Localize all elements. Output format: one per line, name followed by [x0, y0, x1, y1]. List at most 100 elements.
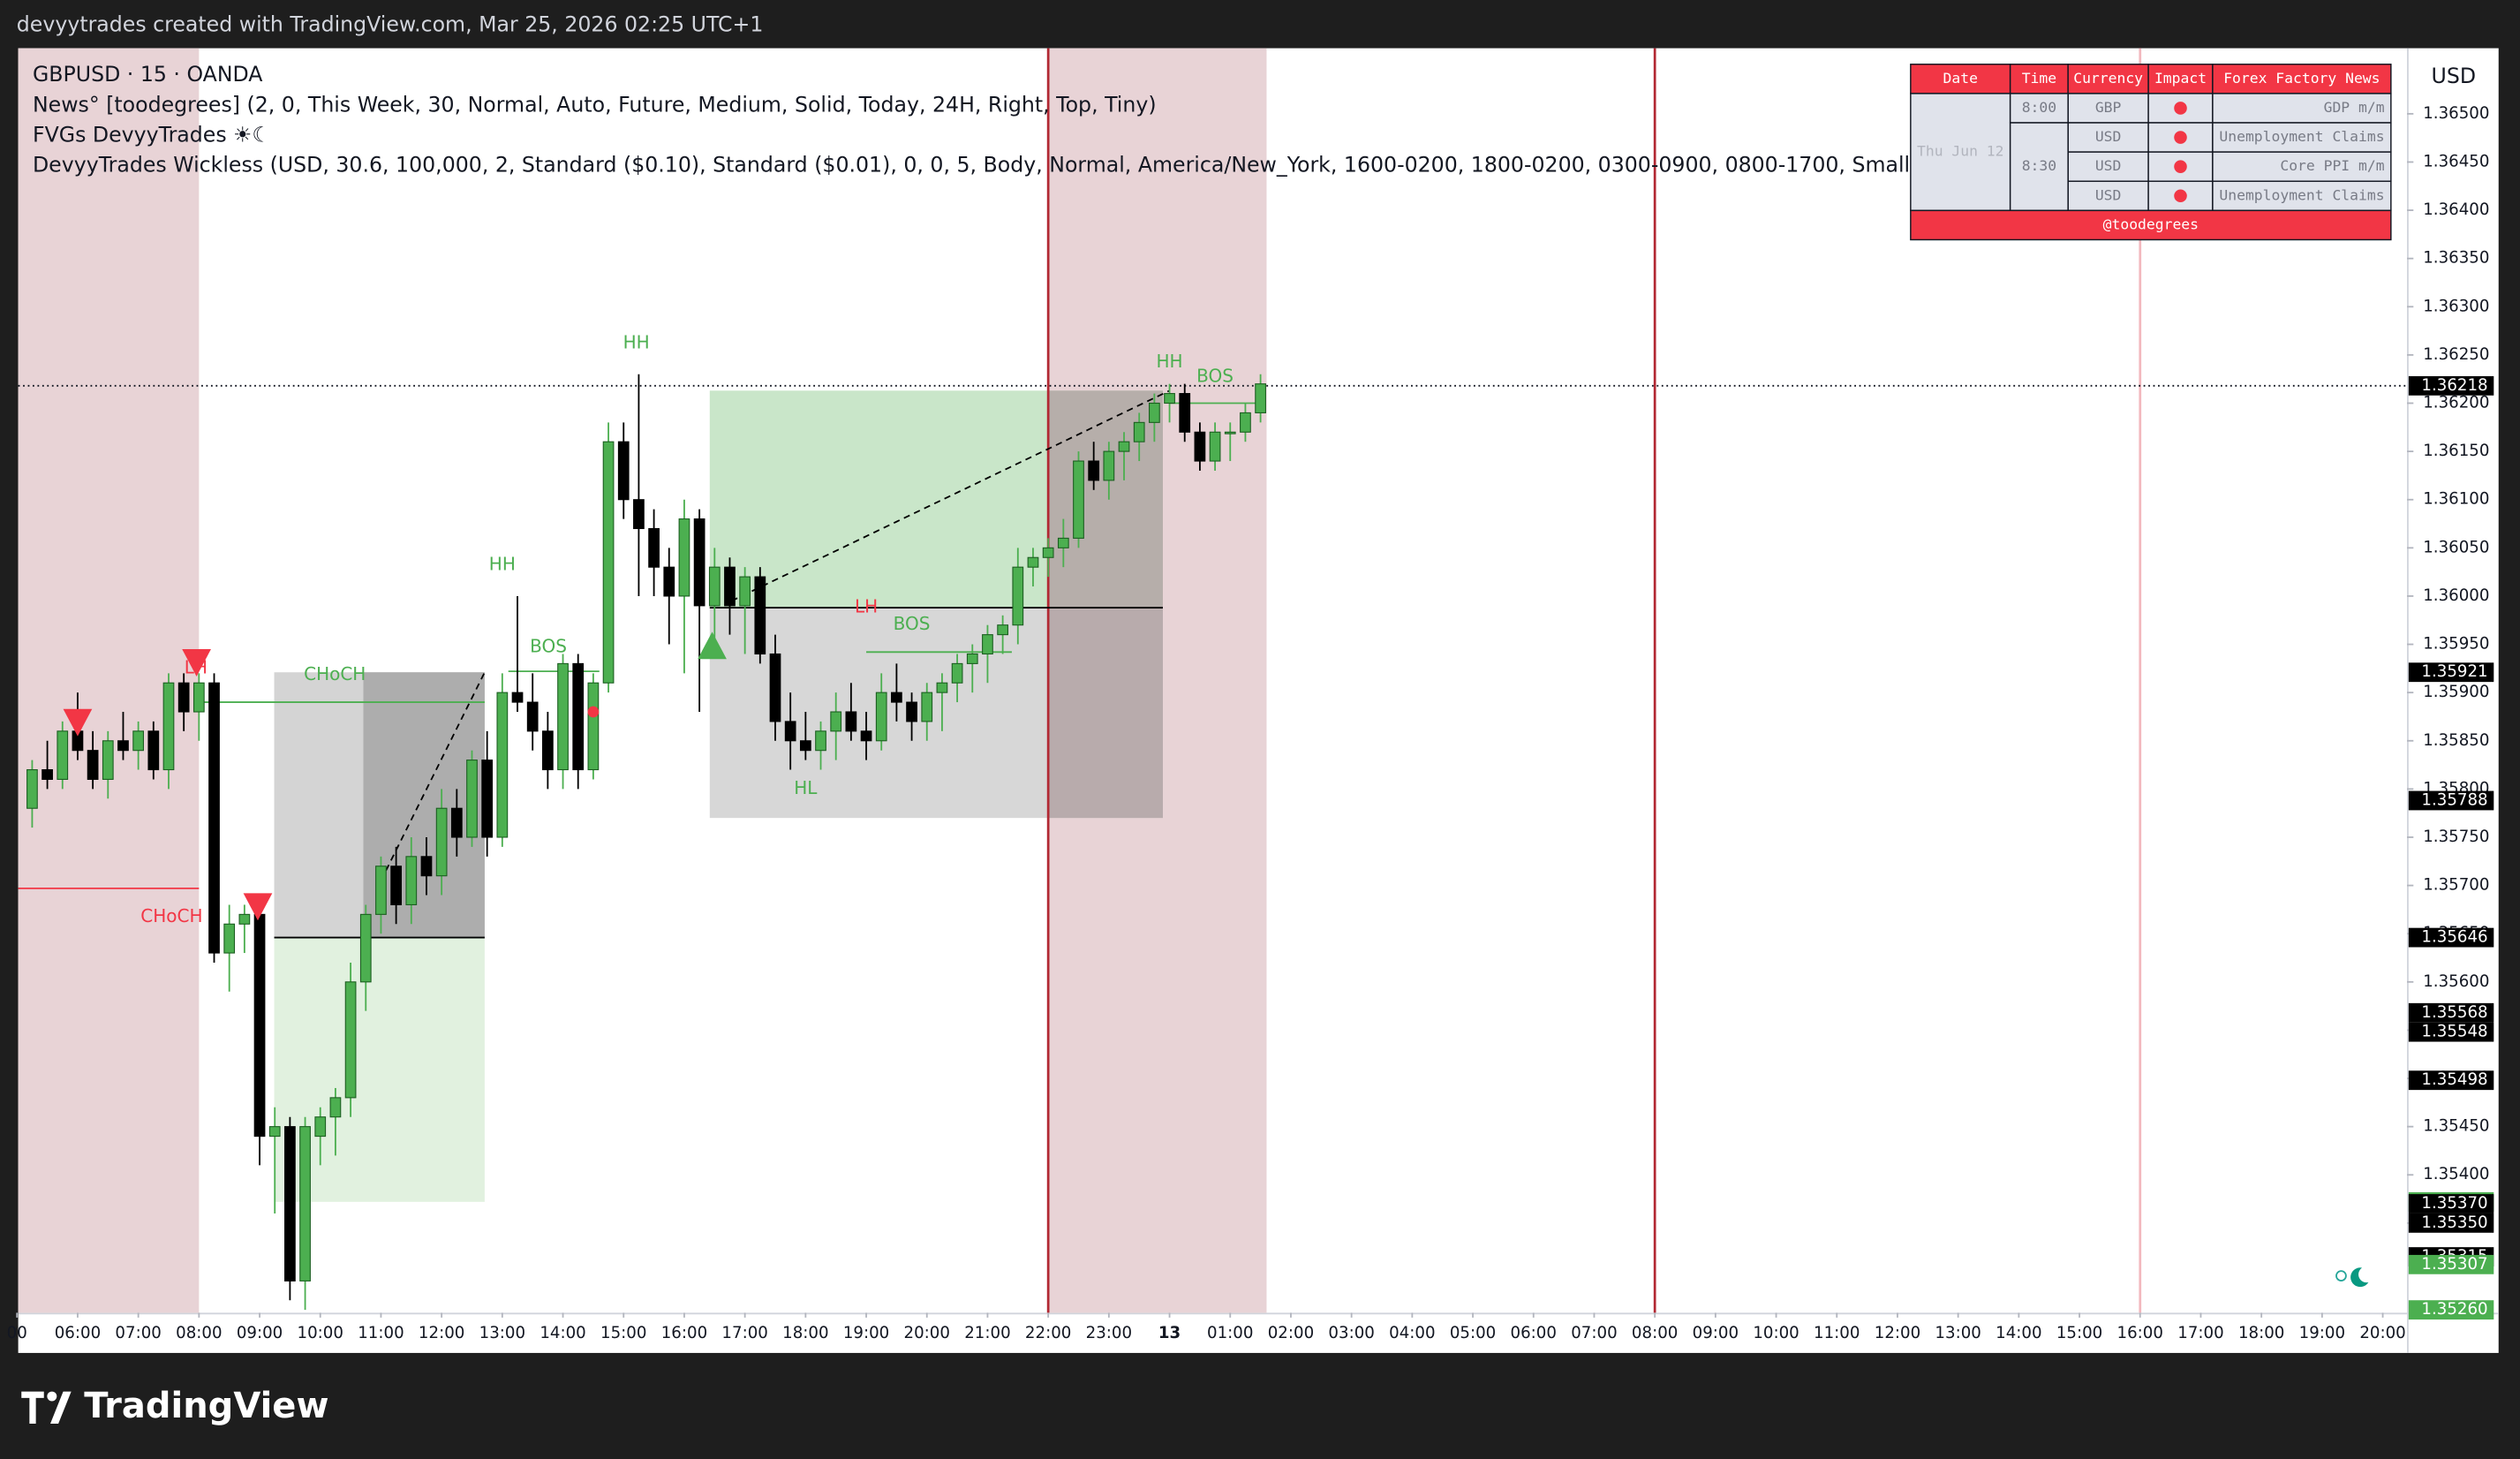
candle-body: [1027, 556, 1039, 568]
candle-body: [344, 981, 357, 1099]
y-tick-label: 1.36500: [2423, 104, 2489, 123]
candle-body: [87, 750, 99, 781]
sell-signal: [182, 649, 211, 677]
candle-body: [799, 740, 811, 752]
candle-body: [951, 662, 963, 684]
table-news: GDP m/m: [2324, 99, 2385, 116]
x-tick-label: 23:00: [1086, 1324, 1132, 1342]
session-zone: [18, 48, 200, 1313]
x-tick-label: 20:00: [2359, 1324, 2405, 1342]
x-tick-label: 16:00: [2117, 1324, 2163, 1342]
candle-body: [1012, 566, 1024, 626]
candle-body: [147, 730, 160, 771]
candle-body: [966, 653, 978, 664]
candle-body: [253, 913, 266, 1138]
table-currency: USD: [2095, 128, 2122, 145]
x-tick-label: 10:00: [1753, 1324, 1799, 1342]
table-header-cell: [2067, 64, 2149, 94]
price-label: 1.35548: [2421, 1023, 2487, 1041]
structure-label: BOS: [894, 613, 931, 634]
candle-body: [208, 682, 220, 954]
structure-label: LH: [185, 656, 207, 677]
candle-body: [1209, 431, 1221, 462]
price-label-box: [2408, 1254, 2494, 1274]
x-tick-label: 07:00: [1571, 1324, 1617, 1342]
candle-body: [1042, 547, 1054, 558]
y-tick-label: 1.35950: [2423, 635, 2489, 654]
candle-body: [542, 730, 554, 771]
price-label-box: [2408, 1070, 2494, 1091]
candle-body: [1073, 460, 1084, 539]
table-currency: GBP: [2095, 99, 2122, 116]
x-tick-label: 10:00: [298, 1324, 343, 1342]
structure-label: LH: [855, 596, 878, 617]
sell-signal: [63, 708, 93, 737]
candle-body: [724, 566, 736, 607]
table-footer-cell: [1910, 209, 2392, 241]
candle-body: [192, 682, 205, 713]
candle-body: [299, 1126, 311, 1281]
y-tick-label: 1.36150: [2423, 442, 2489, 460]
candle-body: [284, 1126, 296, 1281]
table-date: Thu Jun 12: [1917, 143, 2004, 160]
x-tick-label: 02:00: [1268, 1324, 1314, 1342]
table-header: Time: [2022, 70, 2056, 87]
table-time-cell: [2009, 122, 2069, 212]
candle-body: [1057, 537, 1069, 548]
brand-name: TradingView: [84, 1386, 328, 1426]
buy-signal: [698, 631, 727, 660]
candle-body: [815, 730, 826, 752]
price-label: 1.35350: [2421, 1213, 2487, 1232]
candle-body: [602, 441, 615, 684]
candle-body: [587, 682, 600, 771]
sell-signal: [243, 893, 273, 921]
news-table: Date Time Currency Impact Forex Factory News…: [1910, 64, 2392, 241]
x-tick-label: 13: [1158, 1324, 1181, 1342]
candle-body: [617, 441, 630, 501]
x-tick-label: 09:00: [237, 1324, 283, 1342]
candle-body: [1179, 393, 1191, 433]
price-label-box: [2408, 790, 2494, 811]
price-label: 1.35260: [2421, 1300, 2487, 1319]
price-label-box: [2408, 662, 2494, 683]
price-label-box: [2408, 1002, 2494, 1023]
candle-body: [860, 730, 872, 742]
candle-body: [648, 527, 660, 568]
price-label-box: [2408, 1300, 2494, 1320]
x-tick-label: 12:00: [419, 1324, 464, 1342]
table-cell: [2212, 180, 2392, 212]
candle-body: [708, 566, 721, 607]
table-time: 8:30: [2022, 157, 2056, 174]
y-tick-label: 1.36050: [2423, 538, 2489, 556]
candle-body: [238, 913, 251, 925]
price-label: 1.35646: [2421, 928, 2487, 947]
candle-body: [1088, 460, 1100, 481]
candle-body: [1240, 412, 1251, 433]
candle-body: [102, 740, 114, 781]
structure-label: CHoCH: [140, 905, 202, 926]
candle-body: [390, 866, 402, 905]
candle-body: [997, 624, 1008, 636]
candle-body: [481, 760, 494, 838]
impact-dot: [2174, 189, 2187, 203]
y-tick-label: 1.35400: [2423, 1165, 2489, 1183]
x-tick-label: 15:00: [600, 1324, 646, 1342]
candle-body: [1118, 441, 1130, 452]
price-label: 1.35307: [2421, 1255, 2487, 1274]
x-tick-label: 13:00: [479, 1324, 525, 1342]
candle-body: [572, 662, 585, 771]
impact-dot: [2174, 160, 2187, 173]
price-label-box: [2408, 1194, 2494, 1213]
candle-body: [359, 913, 372, 983]
candle-body: [830, 711, 842, 732]
candle-body: [921, 692, 933, 722]
candle-body: [557, 662, 569, 771]
x-tick-label: 06:00: [55, 1324, 101, 1342]
candle-body: [450, 807, 463, 838]
y-tick-label: 1.36300: [2423, 297, 2489, 315]
table-footer: @toodegrees: [2103, 215, 2199, 232]
indicator-legend: FVGs DevyyTrades ☀☾: [33, 123, 271, 147]
candle-body: [678, 518, 690, 597]
